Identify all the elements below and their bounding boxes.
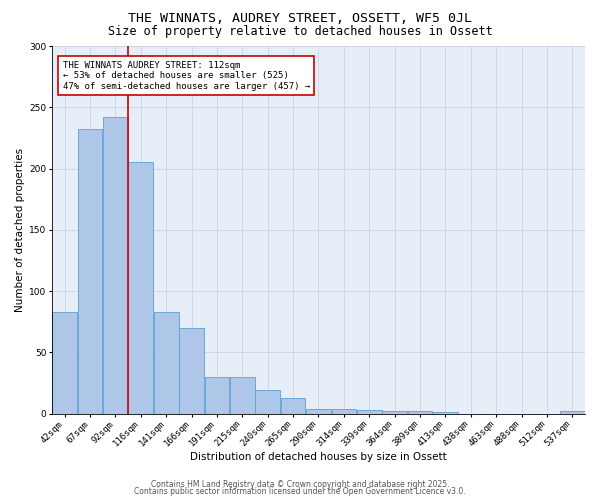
Bar (103, 117, 128, 414)
Text: Size of property relative to detached houses in Ossett: Size of property relative to detached ho… (107, 25, 493, 38)
Bar (433, 412, 458, 414)
Bar (382, 411, 407, 414)
Bar (230, 377, 254, 414)
Bar (306, 408, 331, 414)
X-axis label: Distribution of detached houses by size in Ossett: Distribution of detached houses by size … (190, 452, 447, 462)
Bar (256, 390, 280, 413)
Y-axis label: Number of detached properties: Number of detached properties (15, 148, 25, 312)
Bar (154, 312, 179, 414)
Bar (408, 411, 433, 414)
Bar (332, 408, 356, 414)
Bar (52, 312, 77, 414)
Text: Contains public sector information licensed under the Open Government Licence v3: Contains public sector information licen… (134, 488, 466, 496)
Bar (560, 411, 584, 414)
Bar (179, 328, 204, 414)
Bar (205, 377, 229, 414)
Text: THE WINNATS AUDREY STREET: 112sqm
← 53% of detached houses are smaller (525)
47%: THE WINNATS AUDREY STREET: 112sqm ← 53% … (62, 60, 310, 90)
Text: THE WINNATS, AUDREY STREET, OSSETT, WF5 0JL: THE WINNATS, AUDREY STREET, OSSETT, WF5 … (128, 12, 472, 26)
Bar (357, 410, 382, 414)
Bar (78, 130, 103, 414)
Bar (128, 162, 153, 414)
Text: Contains HM Land Registry data © Crown copyright and database right 2025.: Contains HM Land Registry data © Crown c… (151, 480, 449, 489)
Bar (281, 398, 305, 413)
